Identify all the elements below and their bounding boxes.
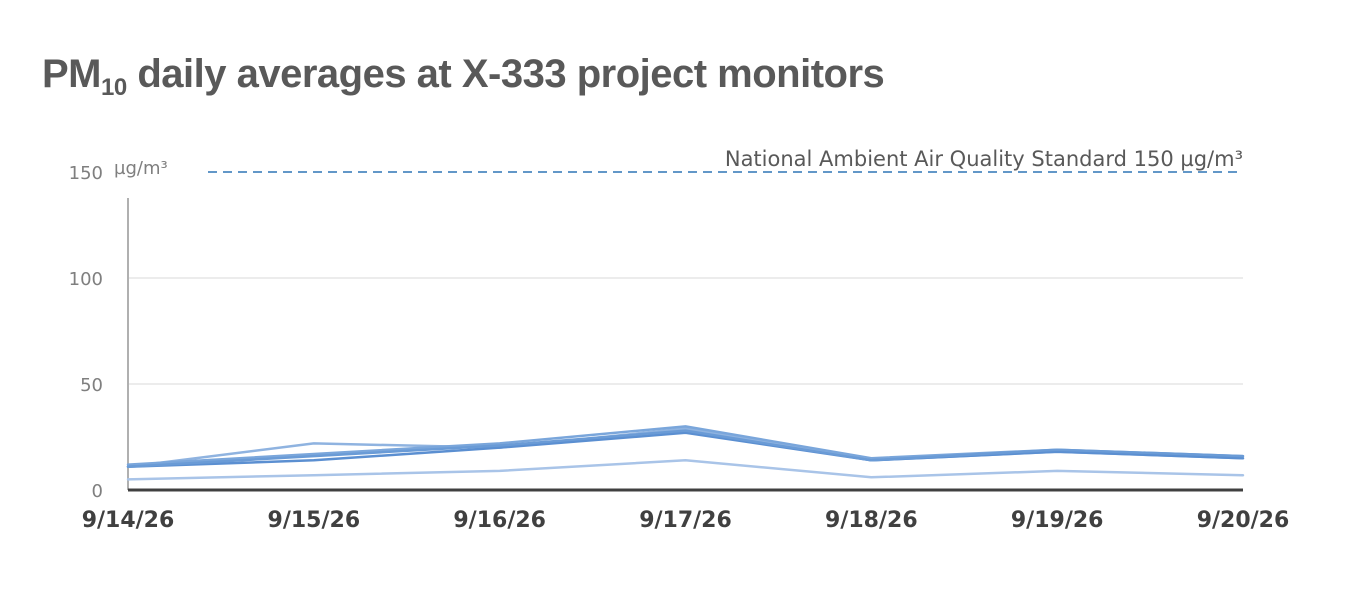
y-tick-label: 50: [80, 375, 103, 396]
chart-title: PM10 daily averages at X-333 project mon…: [42, 52, 885, 102]
title-prefix: PM: [42, 52, 102, 96]
x-tick-label: 9/17/26: [639, 508, 732, 533]
y-tick-label: 0: [92, 481, 103, 502]
y-tick-label: 150: [69, 163, 103, 184]
y-tick-label: 100: [69, 269, 103, 290]
x-tick-label: 9/16/26: [453, 508, 546, 533]
series-line: [126, 431, 1245, 468]
y-unit-label: µg/m³: [114, 158, 168, 179]
title-suffix: daily averages at X-333 project monitors: [126, 52, 885, 96]
x-tick-label: 9/14/26: [82, 508, 175, 533]
reference-line-label: National Ambient Air Quality Standard 15…: [725, 147, 1243, 171]
x-tick-label: 9/19/26: [1011, 508, 1104, 533]
x-tick-label: 9/18/26: [825, 508, 918, 533]
title-subscript: 10: [101, 74, 127, 101]
x-tick-label: 9/15/26: [268, 508, 361, 533]
series-line: [126, 459, 1245, 481]
x-tick-label: 9/20/26: [1197, 508, 1290, 533]
series-line: [126, 429, 1245, 468]
